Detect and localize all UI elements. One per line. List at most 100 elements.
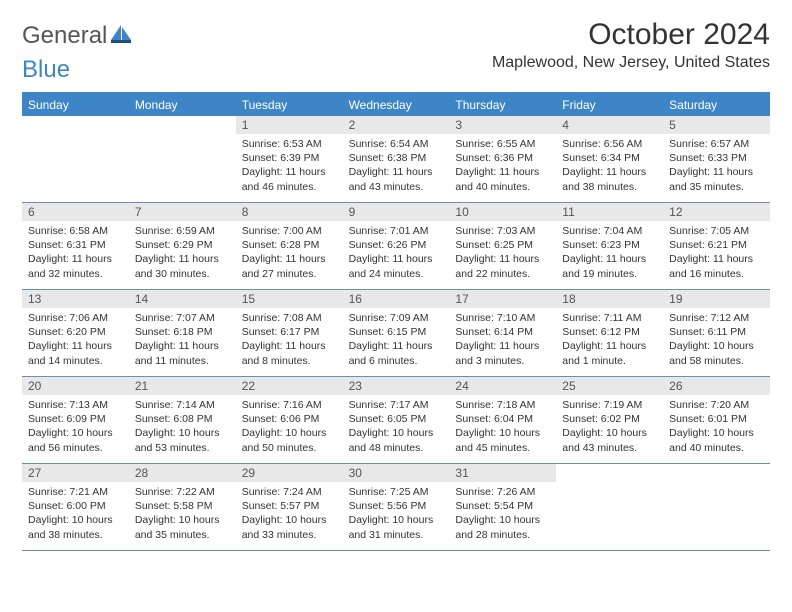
day-details: Sunrise: 7:09 AMSunset: 6:15 PMDaylight:… xyxy=(343,308,450,372)
calendar-day: 1Sunrise: 6:53 AMSunset: 6:39 PMDaylight… xyxy=(236,116,343,202)
day-number: 26 xyxy=(663,377,770,395)
day-number: 21 xyxy=(129,377,236,395)
weekday-header: Tuesday xyxy=(236,94,343,116)
calendar-day: 16Sunrise: 7:09 AMSunset: 6:15 PMDayligh… xyxy=(343,290,450,376)
calendar-day xyxy=(129,116,236,202)
calendar-day: 11Sunrise: 7:04 AMSunset: 6:23 PMDayligh… xyxy=(556,203,663,289)
calendar-day: 3Sunrise: 6:55 AMSunset: 6:36 PMDaylight… xyxy=(449,116,556,202)
day-details: Sunrise: 6:55 AMSunset: 6:36 PMDaylight:… xyxy=(449,134,556,198)
day-details xyxy=(556,482,663,489)
day-number: 24 xyxy=(449,377,556,395)
location-subtitle: Maplewood, New Jersey, United States xyxy=(492,54,770,72)
day-details: Sunrise: 7:07 AMSunset: 6:18 PMDaylight:… xyxy=(129,308,236,372)
calendar-week: 6Sunrise: 6:58 AMSunset: 6:31 PMDaylight… xyxy=(22,203,770,290)
day-number: 6 xyxy=(22,203,129,221)
weekday-header: Wednesday xyxy=(343,94,450,116)
day-number: 10 xyxy=(449,203,556,221)
day-details: Sunrise: 7:21 AMSunset: 6:00 PMDaylight:… xyxy=(22,482,129,546)
brand-part1: General xyxy=(22,22,107,50)
calendar-day: 29Sunrise: 7:24 AMSunset: 5:57 PMDayligh… xyxy=(236,464,343,550)
day-number: 9 xyxy=(343,203,450,221)
calendar-day xyxy=(556,464,663,550)
day-number: 13 xyxy=(22,290,129,308)
day-number: 17 xyxy=(449,290,556,308)
calendar-day: 23Sunrise: 7:17 AMSunset: 6:05 PMDayligh… xyxy=(343,377,450,463)
day-number xyxy=(556,464,663,482)
day-number: 29 xyxy=(236,464,343,482)
day-number: 2 xyxy=(343,116,450,134)
day-details: Sunrise: 7:14 AMSunset: 6:08 PMDaylight:… xyxy=(129,395,236,459)
day-number: 4 xyxy=(556,116,663,134)
day-number xyxy=(22,116,129,134)
calendar-day: 15Sunrise: 7:08 AMSunset: 6:17 PMDayligh… xyxy=(236,290,343,376)
day-number: 5 xyxy=(663,116,770,134)
weekday-header-row: SundayMondayTuesdayWednesdayThursdayFrid… xyxy=(22,94,770,116)
day-details: Sunrise: 7:26 AMSunset: 5:54 PMDaylight:… xyxy=(449,482,556,546)
day-number: 14 xyxy=(129,290,236,308)
weekday-header: Saturday xyxy=(663,94,770,116)
day-number: 15 xyxy=(236,290,343,308)
day-details: Sunrise: 7:03 AMSunset: 6:25 PMDaylight:… xyxy=(449,221,556,285)
day-number: 20 xyxy=(22,377,129,395)
day-number: 8 xyxy=(236,203,343,221)
day-number: 1 xyxy=(236,116,343,134)
day-details: Sunrise: 6:59 AMSunset: 6:29 PMDaylight:… xyxy=(129,221,236,285)
day-details: Sunrise: 7:16 AMSunset: 6:06 PMDaylight:… xyxy=(236,395,343,459)
weekday-header: Monday xyxy=(129,94,236,116)
weekday-header: Thursday xyxy=(449,94,556,116)
calendar-day: 27Sunrise: 7:21 AMSunset: 6:00 PMDayligh… xyxy=(22,464,129,550)
calendar-day: 25Sunrise: 7:19 AMSunset: 6:02 PMDayligh… xyxy=(556,377,663,463)
calendar-weeks: 1Sunrise: 6:53 AMSunset: 6:39 PMDaylight… xyxy=(22,116,770,551)
calendar-day: 21Sunrise: 7:14 AMSunset: 6:08 PMDayligh… xyxy=(129,377,236,463)
calendar-day: 18Sunrise: 7:11 AMSunset: 6:12 PMDayligh… xyxy=(556,290,663,376)
weekday-header: Sunday xyxy=(22,94,129,116)
brand-logo: General xyxy=(22,22,133,50)
calendar-day: 26Sunrise: 7:20 AMSunset: 6:01 PMDayligh… xyxy=(663,377,770,463)
calendar-day: 30Sunrise: 7:25 AMSunset: 5:56 PMDayligh… xyxy=(343,464,450,550)
day-details: Sunrise: 6:54 AMSunset: 6:38 PMDaylight:… xyxy=(343,134,450,198)
calendar-day: 22Sunrise: 7:16 AMSunset: 6:06 PMDayligh… xyxy=(236,377,343,463)
calendar-day: 20Sunrise: 7:13 AMSunset: 6:09 PMDayligh… xyxy=(22,377,129,463)
day-details: Sunrise: 6:56 AMSunset: 6:34 PMDaylight:… xyxy=(556,134,663,198)
day-number xyxy=(663,464,770,482)
day-number: 28 xyxy=(129,464,236,482)
day-details: Sunrise: 7:10 AMSunset: 6:14 PMDaylight:… xyxy=(449,308,556,372)
day-number: 18 xyxy=(556,290,663,308)
weekday-header: Friday xyxy=(556,94,663,116)
day-number: 27 xyxy=(22,464,129,482)
calendar-day: 28Sunrise: 7:22 AMSunset: 5:58 PMDayligh… xyxy=(129,464,236,550)
day-details: Sunrise: 7:13 AMSunset: 6:09 PMDaylight:… xyxy=(22,395,129,459)
calendar-week: 20Sunrise: 7:13 AMSunset: 6:09 PMDayligh… xyxy=(22,377,770,464)
day-details: Sunrise: 7:17 AMSunset: 6:05 PMDaylight:… xyxy=(343,395,450,459)
calendar-day: 2Sunrise: 6:54 AMSunset: 6:38 PMDaylight… xyxy=(343,116,450,202)
day-details: Sunrise: 7:01 AMSunset: 6:26 PMDaylight:… xyxy=(343,221,450,285)
day-number: 12 xyxy=(663,203,770,221)
day-number: 11 xyxy=(556,203,663,221)
day-number: 31 xyxy=(449,464,556,482)
day-details: Sunrise: 7:22 AMSunset: 5:58 PMDaylight:… xyxy=(129,482,236,546)
calendar-day: 7Sunrise: 6:59 AMSunset: 6:29 PMDaylight… xyxy=(129,203,236,289)
calendar-day: 12Sunrise: 7:05 AMSunset: 6:21 PMDayligh… xyxy=(663,203,770,289)
title-block: October 2024 Maplewood, New Jersey, Unit… xyxy=(492,18,770,72)
calendar-day: 6Sunrise: 6:58 AMSunset: 6:31 PMDaylight… xyxy=(22,203,129,289)
calendar-day: 17Sunrise: 7:10 AMSunset: 6:14 PMDayligh… xyxy=(449,290,556,376)
day-number xyxy=(129,116,236,134)
page-title: October 2024 xyxy=(492,18,770,52)
day-details: Sunrise: 7:24 AMSunset: 5:57 PMDaylight:… xyxy=(236,482,343,546)
calendar-day xyxy=(663,464,770,550)
day-details: Sunrise: 7:06 AMSunset: 6:20 PMDaylight:… xyxy=(22,308,129,372)
day-number: 23 xyxy=(343,377,450,395)
calendar-day: 14Sunrise: 7:07 AMSunset: 6:18 PMDayligh… xyxy=(129,290,236,376)
day-details: Sunrise: 6:57 AMSunset: 6:33 PMDaylight:… xyxy=(663,134,770,198)
day-details: Sunrise: 7:04 AMSunset: 6:23 PMDaylight:… xyxy=(556,221,663,285)
day-details: Sunrise: 7:18 AMSunset: 6:04 PMDaylight:… xyxy=(449,395,556,459)
day-details: Sunrise: 6:53 AMSunset: 6:39 PMDaylight:… xyxy=(236,134,343,198)
day-details: Sunrise: 7:08 AMSunset: 6:17 PMDaylight:… xyxy=(236,308,343,372)
calendar-day: 8Sunrise: 7:00 AMSunset: 6:28 PMDaylight… xyxy=(236,203,343,289)
calendar-day: 24Sunrise: 7:18 AMSunset: 6:04 PMDayligh… xyxy=(449,377,556,463)
day-details: Sunrise: 7:05 AMSunset: 6:21 PMDaylight:… xyxy=(663,221,770,285)
day-details: Sunrise: 7:25 AMSunset: 5:56 PMDaylight:… xyxy=(343,482,450,546)
day-details: Sunrise: 7:12 AMSunset: 6:11 PMDaylight:… xyxy=(663,308,770,372)
day-number: 19 xyxy=(663,290,770,308)
day-details: Sunrise: 7:00 AMSunset: 6:28 PMDaylight:… xyxy=(236,221,343,285)
